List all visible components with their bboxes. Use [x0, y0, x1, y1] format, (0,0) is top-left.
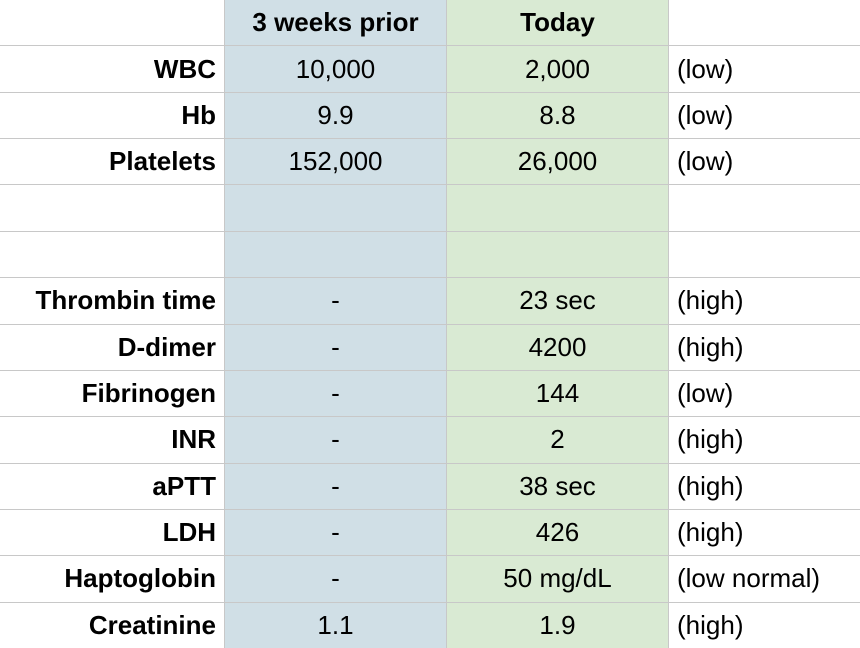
- corner-cell: [0, 0, 224, 46]
- empty-cell: [669, 231, 860, 278]
- empty-cell: [447, 185, 668, 231]
- flag: (low normal): [669, 556, 860, 602]
- today-value: 26,000: [447, 139, 668, 185]
- test-name: WBC: [0, 46, 224, 92]
- today-value: 426: [447, 509, 668, 556]
- prior-value: -: [225, 463, 446, 509]
- prior-value: -: [225, 556, 446, 602]
- today-value: 50 mg/dL: [447, 556, 668, 602]
- prior-value: -: [225, 509, 446, 556]
- test-name: Platelets: [0, 139, 224, 185]
- flag: (low): [669, 139, 860, 185]
- today-value: 23 sec: [447, 278, 668, 324]
- today-value: 1.9: [447, 602, 668, 648]
- empty-cell: [669, 0, 860, 46]
- test-name: D-dimer: [0, 324, 224, 370]
- today-value: 2: [447, 417, 668, 463]
- prior-value: 9.9: [225, 92, 446, 139]
- prior-value: 10,000: [225, 46, 446, 92]
- empty-cell: [225, 185, 446, 231]
- prior-value: 152,000: [225, 139, 446, 185]
- flag: (high): [669, 417, 860, 463]
- prior-value: -: [225, 370, 446, 417]
- today-value: 144: [447, 370, 668, 417]
- flag: (high): [669, 602, 860, 648]
- prior-value: -: [225, 417, 446, 463]
- test-name: aPTT: [0, 463, 224, 509]
- empty-cell: [447, 231, 668, 278]
- column-header: Today: [447, 0, 668, 46]
- test-name: LDH: [0, 509, 224, 556]
- today-value: 2,000: [447, 46, 668, 92]
- test-name: Creatinine: [0, 602, 224, 648]
- empty-cell: [0, 231, 224, 278]
- flag: (low): [669, 92, 860, 139]
- test-name: Fibrinogen: [0, 370, 224, 417]
- empty-cell: [669, 185, 860, 231]
- column-header: 3 weeks prior: [225, 0, 446, 46]
- prior-value: -: [225, 278, 446, 324]
- flag: (high): [669, 509, 860, 556]
- flag: (high): [669, 463, 860, 509]
- test-name: Thrombin time: [0, 278, 224, 324]
- today-value: 38 sec: [447, 463, 668, 509]
- today-value: 4200: [447, 324, 668, 370]
- today-value: 8.8: [447, 92, 668, 139]
- flag: (low): [669, 370, 860, 417]
- prior-value: -: [225, 324, 446, 370]
- empty-cell: [0, 185, 224, 231]
- empty-cell: [225, 231, 446, 278]
- flag: (low): [669, 46, 860, 92]
- flag: (high): [669, 278, 860, 324]
- test-name: INR: [0, 417, 224, 463]
- prior-value: 1.1: [225, 602, 446, 648]
- flag: (high): [669, 324, 860, 370]
- test-name: Haptoglobin: [0, 556, 224, 602]
- test-name: Hb: [0, 92, 224, 139]
